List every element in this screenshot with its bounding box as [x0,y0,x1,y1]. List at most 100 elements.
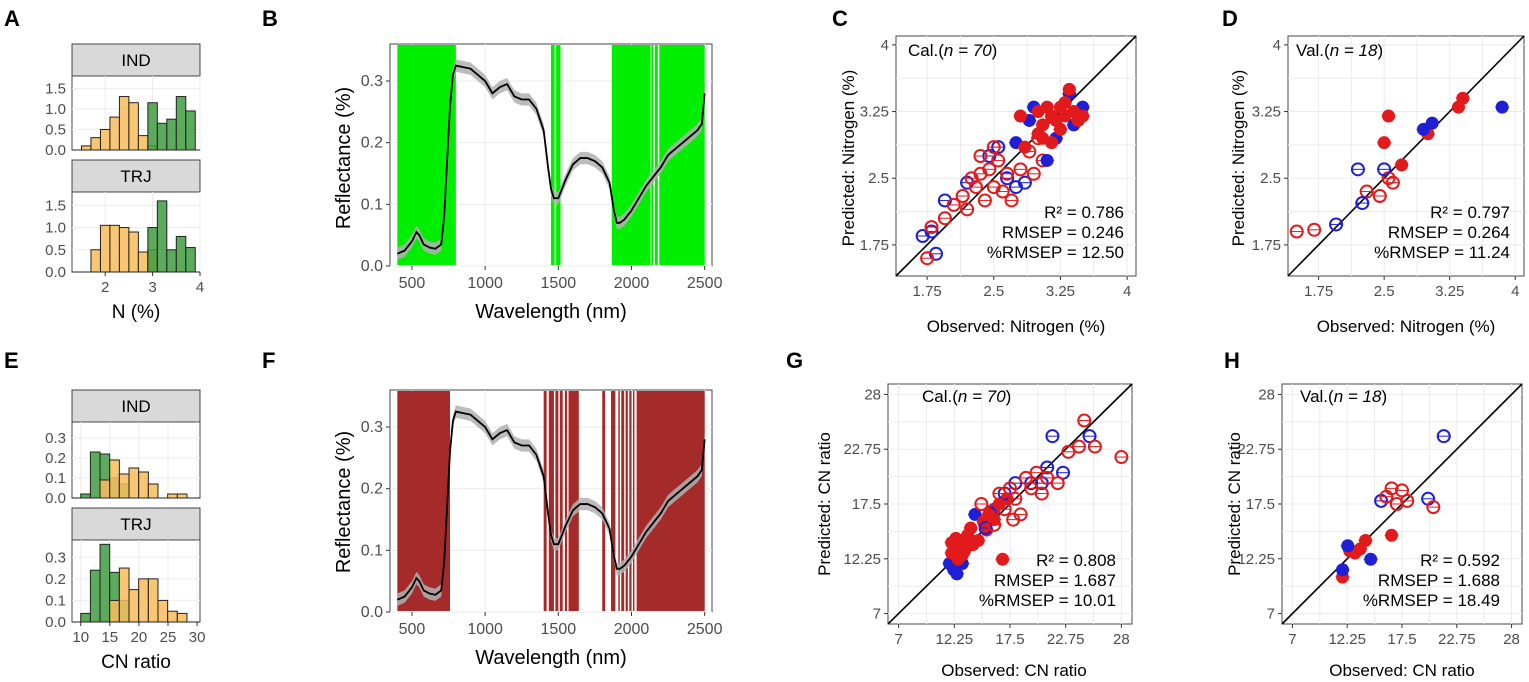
y-tick-label: 12.25 [1237,551,1275,568]
panel-h: H 77 12.25 12.25 17.5 17.5 22.75 22.75 28 28 Val… [1224,348,1523,680]
y-tick-label: 28 [864,386,881,403]
x-tick-label: 2500 [687,275,723,292]
scatter-plot-c: 1.75 1.75 2.5 2.5 3.25 3.25 4 4 [860,35,1137,300]
y-tick-label: 1.0 [45,101,66,118]
x-tick-label: 10 [72,629,89,646]
panel-letter-e: E [4,348,19,373]
y-tick-label: 0.1 [361,196,383,213]
y-tick-label: 0.2 [361,135,383,152]
histogram-bar [128,231,139,273]
histogram-e-ind: 0.0 0.1 0.2 0.3 [45,421,201,507]
panel-g: G 77 12.25 12.25 17.5 17.5 22.75 22.75 28 28 Cal… [786,348,1133,680]
x-tick-label: 1.75 [913,283,942,300]
panel-letter-f: F [262,348,275,373]
stat-r2-g: R² = 0.808 [1036,551,1116,570]
y-tick-label: 0.0 [45,142,66,159]
y-tick-label: 28 [1258,386,1275,403]
val-label-h: Val.(n = 18) [1300,387,1387,406]
facet-strip-e-ind [71,389,201,423]
y-tick-label: 1.75 [860,237,889,254]
y-tick-label: 17.5 [1246,496,1275,513]
histogram-bar [128,467,140,499]
panel-letter-d: D [1222,6,1238,31]
panel-letter-c: C [832,6,848,31]
cal-label-g: Cal.(n = 70) [922,387,1011,406]
selected-band [556,45,561,265]
selected-band [564,391,568,611]
histogram-bar [185,247,196,273]
scatter-plot-h: 77 12.25 12.25 17.5 17.5 22.75 22.75 28 28 [1237,383,1523,648]
stat-rmsep-c: RMSEP = 0.246 [1002,223,1124,242]
stat-prmsep-c: %RMSEP = 12.50 [987,243,1124,262]
selected-band [559,391,563,611]
histogram-bar [128,589,140,623]
selected-band [618,391,620,611]
y-tick-label: 4 [1273,37,1281,54]
histogram-bar [166,118,177,151]
stat-prmsep-d: %RMSEP = 11.24 [1374,243,1510,262]
histogram-bar [166,249,177,273]
histogram-bar [118,227,130,273]
y-tick-label: 0.1 [361,542,383,559]
y-tick-label: 1.0 [45,220,66,237]
x-tick-label: 25 [160,629,177,646]
x-tick-label: 3.25 [1046,283,1075,300]
mean-spectrum-line [396,410,706,601]
histogram-bar [118,473,130,499]
y-axis-label-c: Predicted: Nitrogen (%) [839,70,858,247]
selected-band [654,45,658,265]
x-tick-label: 500 [399,275,426,292]
y-tick-label: 7 [873,606,881,623]
histogram-bar [90,137,101,151]
y-tick-label: 3.25 [860,104,889,121]
y-tick-label: 1.5 [45,197,66,214]
panel-letter-b: B [262,6,278,31]
y-tick-label: 17.5 [852,496,881,513]
stat-prmsep-g: %RMSEP = 10.01 [979,591,1116,610]
x-tick-label: 7 [894,631,902,648]
cal-label-c: Cal.(n = 70) [908,41,997,60]
histogram-bar [99,479,111,499]
selected-band [555,391,559,611]
x-tick-label: 20 [131,629,148,646]
y-tick-label: 0.5 [45,242,66,259]
y-tick-label: 0.0 [45,614,66,631]
facet-label-a-trj: TRJ [120,167,151,186]
histogram-bar [138,471,149,499]
selected-band [397,391,451,611]
x-tick-label: 22.75 [1047,631,1085,648]
histogram-bar [147,578,159,623]
histogram-bar [147,102,158,151]
x-tick-label: 2 [101,279,109,296]
x-tick-label: 4 [1511,283,1519,300]
y-tick-label: 0.0 [361,258,383,275]
histogram-bar [118,567,130,623]
val-label-d: Val.(n = 18) [1296,41,1383,60]
y-tick-label: 0.1 [45,470,66,487]
histogram-bar [89,569,101,623]
x-tick-label: 28 [1113,631,1130,648]
histogram-bar [80,145,92,151]
histogram-bar [99,128,111,151]
histogram-bar [99,543,111,623]
histogram-bar [80,612,91,623]
x-tick-label: 500 [399,621,426,638]
x-tick-label: 1000 [467,621,503,638]
histogram-bar [167,493,178,499]
histogram-a-ind: 0.0 0.5 1.0 1.5 [45,75,201,159]
y-tick-label: 12.25 [843,551,881,568]
panel-e: E IND 0.0 0.1 0.2 0.3 TRJ 0.0 0.1 0.2 0.3 10 15 2… [4,348,205,673]
histogram-bar [138,578,149,623]
y-axis-label-b: Reflectance (%) [333,87,355,229]
histogram-bar [185,110,196,151]
stat-rmsep-h: RMSEP = 1.688 [1378,571,1500,590]
x-tick-label: 2000 [614,621,650,638]
y-tick-label: 0.2 [45,450,66,467]
x-tick-label: 7 [1288,631,1296,648]
histogram-bar [109,459,120,499]
selected-band [651,45,654,265]
y-tick-label: 22.75 [1237,441,1275,458]
histogram-bar [156,122,168,151]
histogram-bar [156,200,168,273]
histogram-bar [176,493,188,499]
